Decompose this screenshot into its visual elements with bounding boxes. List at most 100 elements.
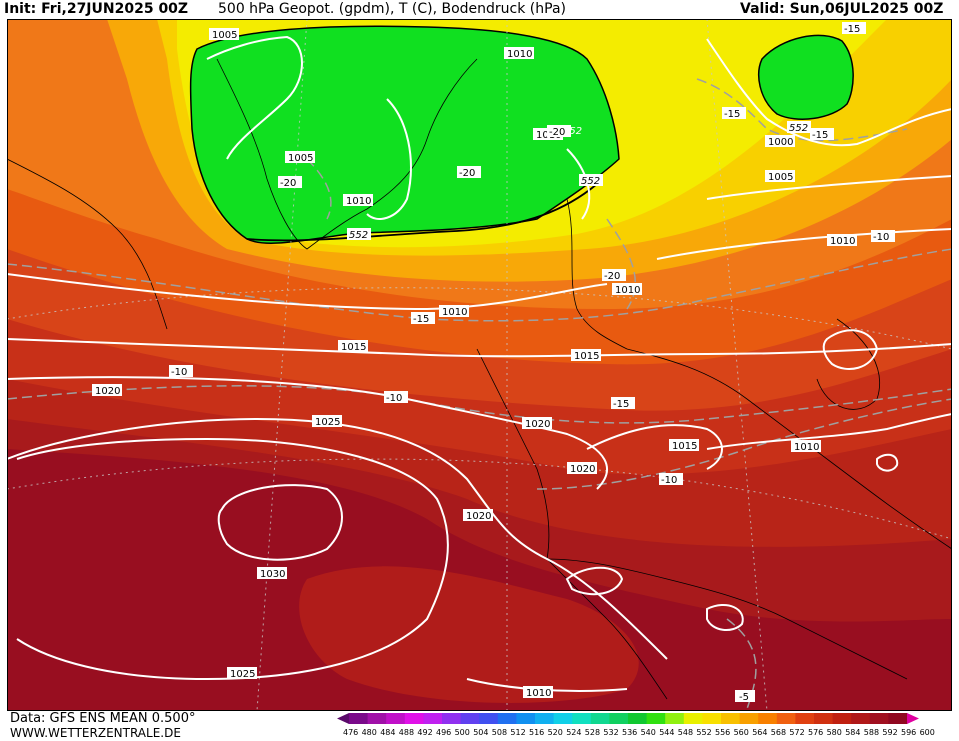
svg-text:1010: 1010: [507, 49, 532, 60]
svg-text:-20: -20: [549, 127, 565, 138]
legend-swatch: [535, 713, 555, 724]
legend-swatch: [460, 713, 480, 724]
legend-tick-label: 576: [808, 728, 823, 737]
legend-tick-label: 600: [920, 728, 935, 737]
height-label: 552: [563, 126, 582, 137]
legend-tick-label: 504: [473, 728, 488, 737]
isobar-label: 1005: [765, 170, 795, 183]
svg-text:-5: -5: [739, 692, 749, 703]
svg-text:-15: -15: [812, 130, 828, 141]
isobar-label: 1005: [209, 28, 239, 41]
legend-swatch: [609, 713, 629, 724]
legend-arrow-high: [907, 713, 919, 724]
isobar-label: 1010: [343, 194, 373, 207]
svg-text:1030: 1030: [260, 569, 285, 580]
init-time: Init: Fri,27JUN2025 00Z: [4, 1, 189, 17]
temperature-labels: -15 -15 -15 -20 -20 -20 -20 -10 -15 -10 …: [169, 22, 895, 703]
legend-swatch: [888, 713, 908, 724]
isobar-label: 1010: [504, 47, 534, 60]
svg-text:552: 552: [349, 230, 368, 241]
svg-text:1015: 1015: [672, 441, 697, 452]
legend-tick-label: 516: [529, 728, 544, 737]
legend-swatch: [795, 713, 815, 724]
temp-label: -20: [278, 176, 302, 189]
website-credit: WWW.WETTERZENTRALE.DE: [10, 726, 181, 740]
legend-swatch: [683, 713, 703, 724]
temp-label: -15: [722, 107, 746, 120]
legend-arrow-low: [337, 713, 349, 724]
isobar-label: 1015: [571, 349, 601, 362]
legend-tick-label: 588: [864, 728, 879, 737]
isobar-label: 1000: [765, 135, 795, 148]
legend-tick-label: 508: [492, 728, 507, 737]
legend-swatch: [702, 713, 722, 724]
svg-text:1020: 1020: [570, 464, 595, 475]
legend-swatch: [349, 713, 369, 724]
isobar-label: 1015: [669, 439, 699, 452]
legend-swatch: [386, 713, 406, 724]
svg-text:-20: -20: [280, 178, 296, 189]
legend-swatch: [479, 713, 499, 724]
isobar-label: 1010: [523, 686, 553, 699]
legend-tick-label: 592: [882, 728, 897, 737]
svg-text:1010: 1010: [830, 236, 855, 247]
legend-swatch: [758, 713, 778, 724]
legend-tick-label: 528: [585, 728, 600, 737]
legend-tick-label: 532: [603, 728, 618, 737]
temp-label: -15: [842, 22, 866, 35]
svg-text:1015: 1015: [341, 342, 366, 353]
svg-text:-15: -15: [724, 109, 740, 120]
svg-text:1010: 1010: [526, 688, 551, 699]
trough-greenland: [189, 25, 620, 244]
isobar-label: 1010: [612, 283, 642, 296]
svg-text:1000: 1000: [768, 137, 793, 148]
legend-tick-label: 536: [622, 728, 637, 737]
svg-text:552: 552: [563, 126, 582, 137]
isobar-label: 1015: [338, 340, 368, 353]
svg-text:-15: -15: [613, 399, 629, 410]
legend-swatch: [516, 713, 536, 724]
temp-label: -10: [169, 365, 193, 378]
svg-text:-10: -10: [171, 367, 187, 378]
temp-label: -20: [547, 125, 571, 138]
legend-tick-label: 596: [901, 728, 916, 737]
isobar-label: 1010: [827, 234, 857, 247]
svg-text:1020: 1020: [525, 419, 550, 430]
svg-text:1010: 1010: [346, 196, 371, 207]
legend-tick-label: 520: [548, 728, 563, 737]
legend-swatch: [497, 713, 517, 724]
legend-tick-label: 568: [771, 728, 786, 737]
legend-tick-label: 564: [752, 728, 767, 737]
temp-label: -10: [871, 230, 895, 243]
legend-swatch: [423, 713, 443, 724]
legend-tick-label: 572: [789, 728, 804, 737]
legend-swatch: [739, 713, 759, 724]
svg-text:-20: -20: [604, 271, 620, 282]
geopot-band-584-inner: [299, 566, 639, 703]
svg-text:1020: 1020: [95, 386, 120, 397]
valid-time: Valid: Sun,06JUL2025 00Z: [740, 1, 944, 17]
temp-label: -10: [659, 473, 683, 486]
svg-text:1005: 1005: [768, 172, 793, 183]
weather-map: 1005 1010 1005 1010 1010 1000 1005 1010 …: [7, 19, 952, 711]
temp-label: -15: [411, 312, 435, 325]
legend-tick-label: 580: [827, 728, 842, 737]
legend-swatch: [832, 713, 852, 724]
legend-tick-label: 484: [380, 728, 395, 737]
color-scale-legend: 476 480 484 488 492 496 500 504 508 512 516 520 524 5…: [337, 713, 935, 737]
legend-tick-label: 544: [659, 728, 674, 737]
legend-tick-label: 560: [734, 728, 749, 737]
legend-tick-label: 476: [343, 728, 358, 737]
legend-tick-label: 548: [678, 728, 693, 737]
svg-text:-15: -15: [844, 24, 860, 35]
svg-text:1005: 1005: [288, 153, 313, 164]
temp-label: -5: [735, 690, 755, 703]
svg-text:1020: 1020: [466, 511, 491, 522]
legend-tick-label: 496: [436, 728, 451, 737]
temp-label: -20: [602, 269, 626, 282]
chart-header: Init: Fri,27JUN2025 00Z 500 hPa Geopot. …: [0, 0, 959, 19]
legend-swatch: [851, 713, 871, 724]
trough-barents: [758, 34, 854, 120]
svg-text:-20: -20: [459, 168, 475, 179]
legend-swatch: [590, 713, 610, 724]
